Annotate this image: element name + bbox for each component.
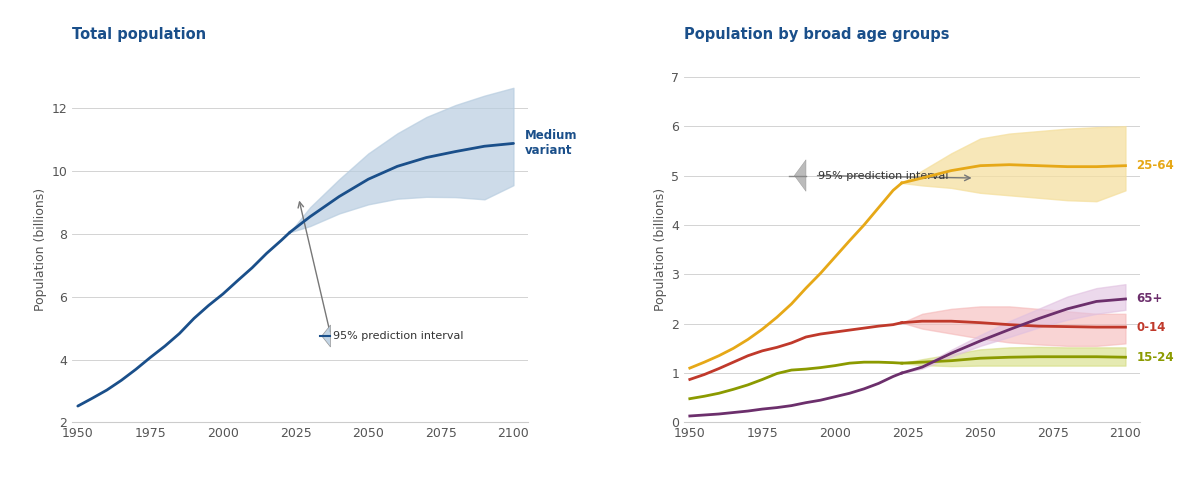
- Text: Total population: Total population: [72, 27, 206, 42]
- Text: 25-64: 25-64: [1136, 159, 1175, 172]
- Y-axis label: Population (billions): Population (billions): [34, 188, 47, 311]
- Text: Medium
variant: Medium variant: [524, 130, 577, 157]
- Text: 0-14: 0-14: [1136, 321, 1166, 334]
- Y-axis label: Population (billions): Population (billions): [654, 188, 667, 311]
- Text: Population by broad age groups: Population by broad age groups: [684, 27, 949, 42]
- Polygon shape: [322, 325, 330, 347]
- Text: 15-24: 15-24: [1136, 351, 1175, 364]
- Text: 95% prediction interval: 95% prediction interval: [334, 331, 464, 341]
- Text: 95% prediction interval: 95% prediction interval: [817, 170, 948, 180]
- Polygon shape: [794, 160, 806, 192]
- Text: 65+: 65+: [1136, 292, 1163, 305]
